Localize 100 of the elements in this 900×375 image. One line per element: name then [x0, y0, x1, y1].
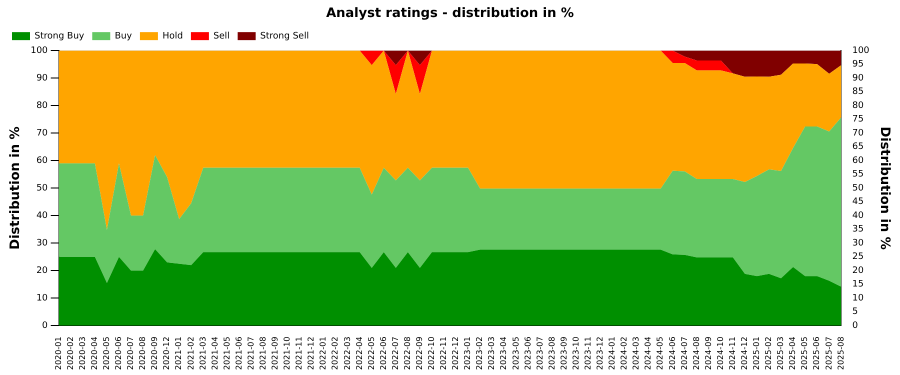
- x-tick-label: 2020-12: [162, 336, 172, 370]
- x-tick-label: 2024-12: [740, 336, 749, 370]
- legend-label: Strong Sell: [260, 31, 309, 42]
- x-tick-label: 2020-03: [78, 336, 87, 370]
- x-tick-label: 2024-10: [716, 336, 725, 370]
- x-tick-label: 2022-06: [378, 336, 388, 370]
- x-tick-label: 2020-02: [66, 336, 75, 370]
- x-tick-label: 2020-08: [138, 336, 148, 370]
- x-tick-label: 2021-01: [174, 336, 184, 370]
- y-tick-label: 60: [36, 156, 48, 166]
- x-tick-label: 2023-06: [523, 336, 532, 370]
- y2-tick-label: 0: [852, 320, 858, 331]
- x-tick-label: 2022-08: [402, 336, 412, 370]
- legend-label: Buy: [114, 31, 133, 42]
- x-tick-label: 2023-10: [571, 336, 580, 370]
- x-tick-label: 2023-01: [463, 336, 472, 370]
- x-tick-label: 2025-05: [800, 336, 810, 370]
- y2-tick-label: 20: [852, 266, 864, 276]
- y2-tick-label: 70: [852, 128, 864, 138]
- y-tick-label: 40: [36, 210, 48, 221]
- y-tick-label: 20: [36, 266, 48, 276]
- y2-tick-label: 45: [852, 197, 864, 208]
- x-tick-label: 2022-01: [318, 336, 328, 370]
- y-tick-label: 10: [36, 293, 48, 304]
- x-tick-label: 2024-03: [632, 336, 641, 370]
- x-tick-label: 2020-09: [150, 336, 160, 370]
- x-tick-label: 2024-02: [620, 336, 629, 370]
- legend-label: Strong Buy: [34, 31, 85, 42]
- x-tick-label: 2020-06: [114, 336, 124, 370]
- x-tick-label: 2021-09: [270, 336, 280, 370]
- x-tick-label: 2021-02: [186, 336, 196, 370]
- y2-axis-title: Distribution in %: [876, 126, 892, 250]
- x-tick-label: 2021-05: [222, 336, 232, 370]
- x-tick-label: 2025-03: [776, 336, 786, 370]
- x-tick-label: 2023-08: [547, 336, 556, 370]
- x-tick-label: 2025-01: [752, 336, 762, 370]
- x-tick-label: 2023-09: [559, 336, 568, 370]
- x-tick-label: 2022-11: [439, 336, 448, 370]
- x-tick-label: 2025-08: [836, 336, 846, 370]
- y2-tick-label: 40: [852, 210, 864, 221]
- y2-tick-label: 55: [852, 170, 864, 180]
- x-tick-label: 2021-04: [210, 336, 220, 370]
- y2-tick-label: 95: [852, 60, 864, 70]
- y-axis-title: Distribution in %: [8, 126, 24, 250]
- x-tick-label: 2024-06: [668, 336, 677, 370]
- x-tick-label: 2024-08: [692, 336, 701, 370]
- x-tick-label: 2022-10: [427, 336, 436, 370]
- x-tick-label: 2021-12: [306, 336, 316, 370]
- x-tick-label: 2021-06: [234, 336, 244, 370]
- y2-tick-label: 75: [852, 114, 864, 125]
- y2-tick-label: 50: [852, 183, 864, 194]
- x-tick-label: 2021-10: [282, 336, 292, 370]
- x-tick-label: 2024-07: [680, 336, 689, 370]
- y2-tick-label: 90: [852, 73, 864, 84]
- x-tick-label: 2025-04: [788, 336, 798, 370]
- x-tick-label: 2020-01: [54, 336, 63, 370]
- x-tick-label: 2021-03: [198, 336, 208, 370]
- x-tick-label: 2021-07: [246, 336, 256, 370]
- y-tick-label: 80: [36, 100, 48, 111]
- x-tick-label: 2022-09: [414, 336, 424, 370]
- x-tick-label: 2024-09: [704, 336, 713, 370]
- x-tick-label: 2024-01: [608, 336, 617, 370]
- x-tick-label: 2022-03: [342, 336, 352, 370]
- x-tick-label: 2022-04: [354, 336, 364, 370]
- x-tick-label: 2020-05: [102, 336, 112, 370]
- y2-tick-label: 15: [852, 280, 864, 290]
- legend-label: Hold: [162, 31, 183, 42]
- y2-tick-label: 5: [852, 307, 858, 318]
- x-tick-label: 2021-11: [294, 336, 304, 370]
- x-tick-label: 2023-11: [584, 336, 593, 370]
- x-tick-label: 2024-05: [656, 336, 665, 370]
- y-tick-label: 30: [36, 238, 48, 248]
- y2-tick-label: 30: [852, 238, 864, 248]
- y2-tick-label: 65: [852, 142, 864, 152]
- y2-tick-label: 10: [852, 293, 864, 304]
- legend-label: Sell: [213, 31, 230, 42]
- x-tick-label: 2021-08: [258, 336, 268, 370]
- y2-tick-label: 100: [852, 46, 870, 56]
- y2-tick-label: 25: [852, 252, 864, 262]
- x-tick-label: 2025-07: [824, 336, 834, 370]
- x-tick-label: 2023-03: [487, 336, 496, 370]
- x-tick-label: 2023-02: [475, 336, 484, 370]
- y-tick-label: 90: [36, 73, 48, 84]
- y-tick-label: 0: [42, 320, 48, 331]
- x-tick-label: 2023-05: [511, 336, 520, 370]
- y-tick-label: 50: [36, 183, 48, 194]
- x-tick-label: 2023-07: [535, 336, 544, 370]
- chart-title: Analyst ratings - distribution in %: [326, 6, 574, 22]
- x-tick-label: 2024-04: [644, 336, 653, 370]
- x-tick-label: 2022-02: [330, 336, 340, 370]
- y2-tick-label: 60: [852, 156, 864, 166]
- y-tick-label: 70: [36, 128, 48, 138]
- y2-tick-label: 35: [852, 224, 864, 235]
- y2-tick-label: 80: [852, 100, 864, 111]
- x-tick-label: 2022-05: [366, 336, 376, 370]
- y2-tick-label: 85: [852, 87, 864, 98]
- x-tick-label: 2024-11: [728, 336, 737, 370]
- x-tick-label: 2020-07: [126, 336, 136, 370]
- x-tick-label: 2025-02: [764, 336, 774, 370]
- x-tick-label: 2022-12: [451, 336, 460, 370]
